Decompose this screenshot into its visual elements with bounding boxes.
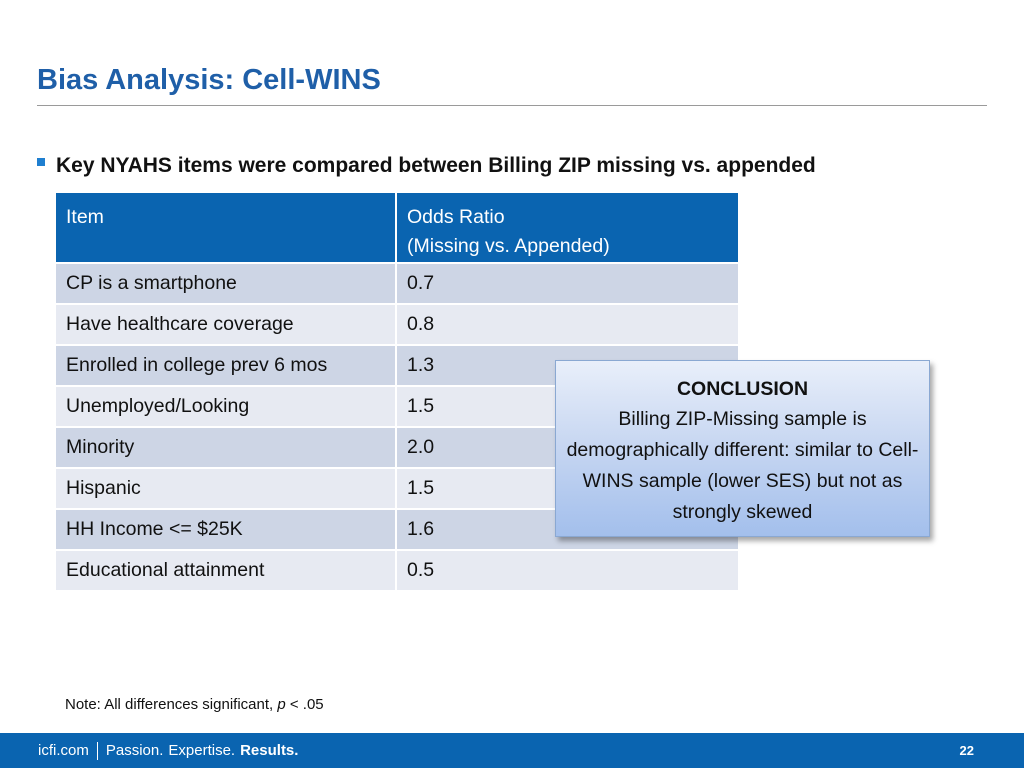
cell-item: HH Income <= $25K xyxy=(56,509,397,551)
cell-odds: 0.5 xyxy=(396,550,738,592)
table-row: CP is a smartphone 0.7 xyxy=(56,263,738,305)
footnote-suffix: < .05 xyxy=(285,696,324,713)
bullet-text: Key NYAHS items were compared between Bi… xyxy=(56,154,816,177)
footer-tagline: icfi.com Passion. Expertise. Results. xyxy=(38,733,298,768)
footer-word-results: Results. xyxy=(240,742,299,759)
table-row: Have healthcare coverage 0.8 xyxy=(56,304,738,346)
title-divider xyxy=(37,105,987,106)
slide-title: Bias Analysis: Cell-WINS xyxy=(37,64,381,96)
footnote-italic: p xyxy=(277,696,286,713)
footer-site: icfi.com xyxy=(38,742,89,759)
odds-ratio-table: Item Odds Ratio (Missing vs. Appended) C… xyxy=(56,193,738,592)
cell-item: Hispanic xyxy=(56,468,397,510)
header-odds-line1: Odds Ratio xyxy=(407,206,505,228)
cell-item: Have healthcare coverage xyxy=(56,304,397,346)
conclusion-body: Billing ZIP-Missing sample is demographi… xyxy=(566,408,919,523)
cell-odds: 0.8 xyxy=(396,304,738,346)
cell-item: Unemployed/Looking xyxy=(56,386,397,428)
header-item: Item xyxy=(56,193,397,264)
bullet-point: Key NYAHS items were compared between Bi… xyxy=(37,150,816,182)
square-bullet-icon xyxy=(37,158,45,166)
header-odds-ratio: Odds Ratio (Missing vs. Appended) xyxy=(396,193,738,264)
cell-item: Educational attainment xyxy=(56,550,397,592)
header-item-label: Item xyxy=(66,206,104,228)
footnote-prefix: Note: All differences significant, xyxy=(65,696,278,713)
conclusion-callout: CONCLUSION Billing ZIP-Missing sample is… xyxy=(555,360,930,537)
footer-bar: icfi.com Passion. Expertise. Results. 22 xyxy=(0,733,1024,768)
footer-word-expertise: Expertise. xyxy=(168,742,236,759)
table-header-row: Item Odds Ratio (Missing vs. Appended) xyxy=(56,193,738,264)
table-row: Educational attainment 0.5 xyxy=(56,550,738,592)
footnote: Note: All differences significant, p < .… xyxy=(65,696,324,713)
footer-divider xyxy=(96,741,98,760)
cell-item: Enrolled in college prev 6 mos xyxy=(56,345,397,387)
cell-item: Minority xyxy=(56,427,397,469)
cell-odds: 0.7 xyxy=(396,263,738,305)
page-number: 22 xyxy=(959,743,974,758)
footer-word-passion: Passion. xyxy=(105,742,164,759)
header-odds-line2: (Missing vs. Appended) xyxy=(407,235,610,257)
conclusion-heading: CONCLUSION xyxy=(676,378,809,400)
cell-item: CP is a smartphone xyxy=(56,263,397,305)
